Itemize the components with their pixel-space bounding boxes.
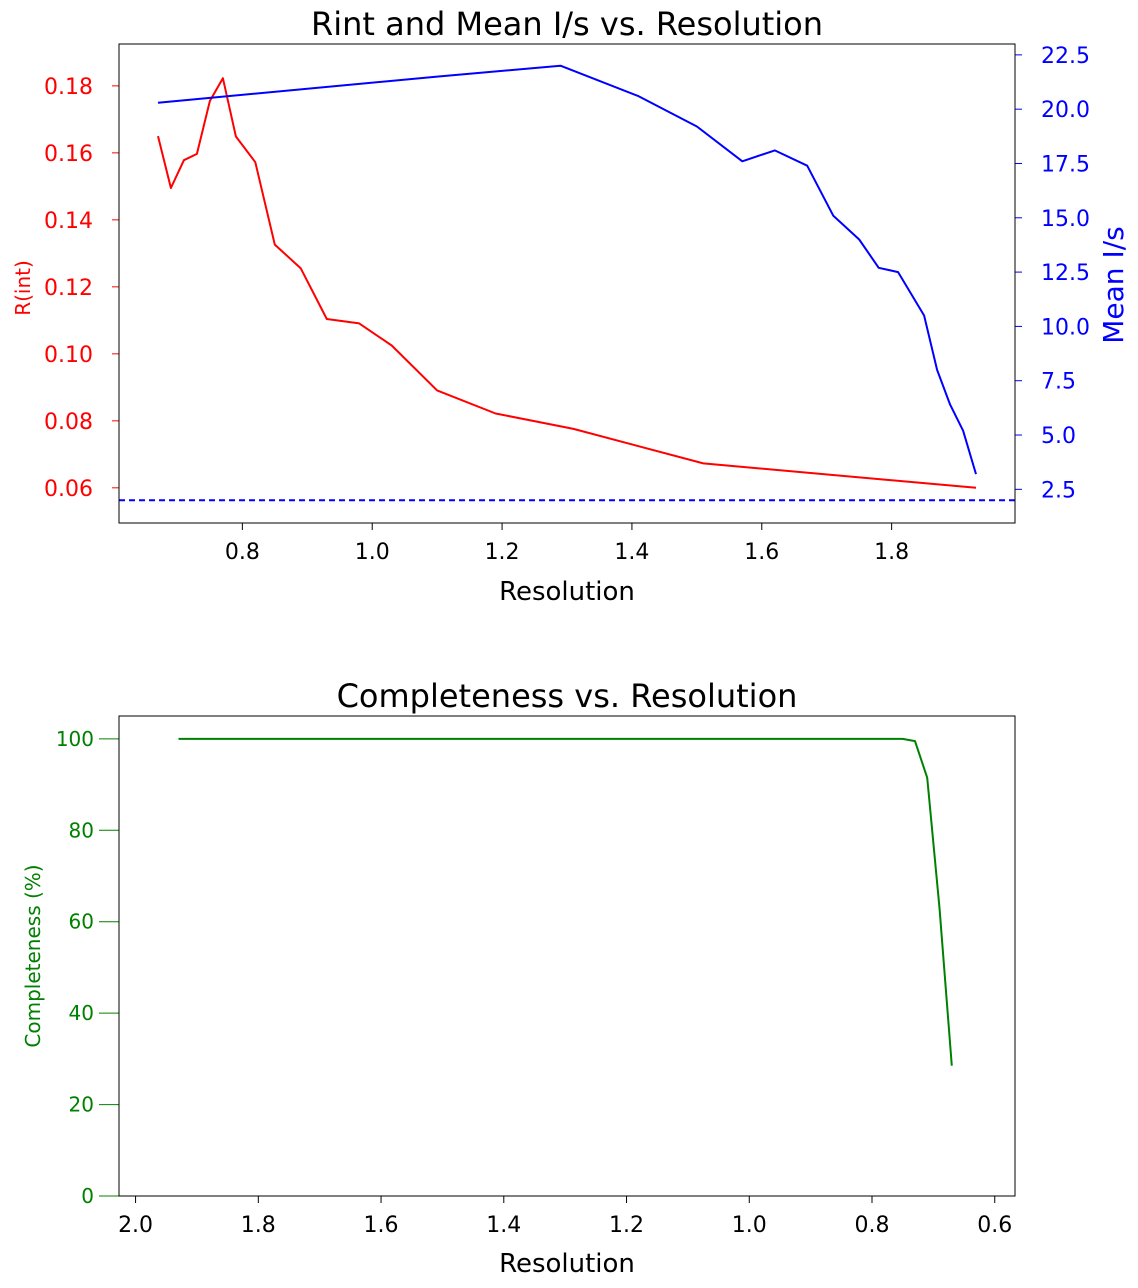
x-tick-label: 1.2	[609, 1213, 644, 1238]
x-axis-label: Resolution	[499, 577, 635, 607]
y-tick-label-rint: 0.08	[44, 410, 93, 435]
y2-tick-label-mean-is: 7.5	[1041, 370, 1076, 395]
x-tick-label: 2.0	[118, 1213, 153, 1238]
y-tick-label-rint: 0.06	[44, 477, 93, 502]
y-tick-label-rint: 0.16	[44, 142, 93, 167]
y-tick-label-completeness: 100	[56, 727, 94, 751]
y2-tick-label-mean-is: 15.0	[1041, 207, 1090, 232]
x-tick-label: 1.8	[874, 540, 909, 565]
y2-tick-label-mean-is: 20.0	[1041, 98, 1090, 123]
x-tick-label: 1.4	[486, 1213, 521, 1238]
y2-tick-label-mean-is: 12.5	[1041, 261, 1090, 286]
x-axis-label: Resolution	[499, 1249, 635, 1279]
completeness-series-line	[178, 737, 953, 1066]
y-tick-label-completeness: 0	[81, 1184, 94, 1208]
x-tick-label: 0.8	[855, 1213, 890, 1238]
x-tick-label: 1.0	[355, 540, 390, 565]
y2-tick-label-mean-is: 5.0	[1041, 424, 1076, 449]
plot-frame-2	[118, 715, 1016, 1197]
y-axis-label-completeness: Completeness (%)	[21, 864, 45, 1047]
chart-title: Rint and Mean I/s vs. Resolution	[311, 5, 823, 43]
y-tick-label-rint: 0.14	[44, 209, 93, 234]
y2-axis-label-mean-is: Mean I/s	[1097, 226, 1130, 343]
rint-meanis-chart: Rint and Mean I/s vs. Resolution Resolut…	[11, 5, 1130, 607]
plot-frame-1	[118, 43, 1016, 524]
x-tick-label: 0.8	[225, 540, 260, 565]
y-axis-label-rint: R(int)	[11, 260, 35, 316]
x-tick-label: 1.8	[241, 1213, 276, 1238]
y-tick-label-completeness: 60	[69, 910, 94, 934]
x-tick-label: 0.6	[977, 1213, 1012, 1238]
y-tick-label-rint: 0.18	[44, 75, 93, 100]
y2-tick-label-mean-is: 2.5	[1041, 478, 1076, 503]
y2-tick-label-mean-is: 22.5	[1041, 44, 1090, 69]
plot-area-1: 0.8 1.0 1.2 1.4 1.6 1.8 0.06 0.08 0.10 0.12 0.14 0.…	[44, 44, 1090, 565]
x-tick-label: 1.4	[614, 540, 649, 565]
x-tick-label: 1.6	[364, 1213, 399, 1238]
y-tick-label-rint: 0.10	[44, 343, 93, 368]
completeness-chart: Completeness vs. Resolution Resolution C…	[21, 677, 1016, 1279]
x-tick-label: 1.6	[744, 540, 779, 565]
y-tick-label-rint: 0.12	[44, 276, 93, 301]
x-tick-label: 1.0	[732, 1213, 767, 1238]
mean-is-series-line	[157, 64, 977, 475]
y2-tick-label-mean-is: 17.5	[1041, 152, 1090, 177]
rint-series-line	[157, 77, 977, 489]
x-tick-label: 1.2	[485, 540, 520, 565]
y-tick-label-completeness: 20	[69, 1093, 94, 1117]
chart-title: Completeness vs. Resolution	[337, 677, 798, 715]
plot-area-2: 2.0 1.8 1.6 1.4 1.2 1.0 0.8 0.6 0 20 40 60 80 100	[56, 727, 1012, 1238]
y-tick-label-completeness: 40	[69, 1001, 94, 1025]
y-tick-label-completeness: 80	[69, 818, 94, 842]
y2-tick-label-mean-is: 10.0	[1041, 315, 1090, 340]
